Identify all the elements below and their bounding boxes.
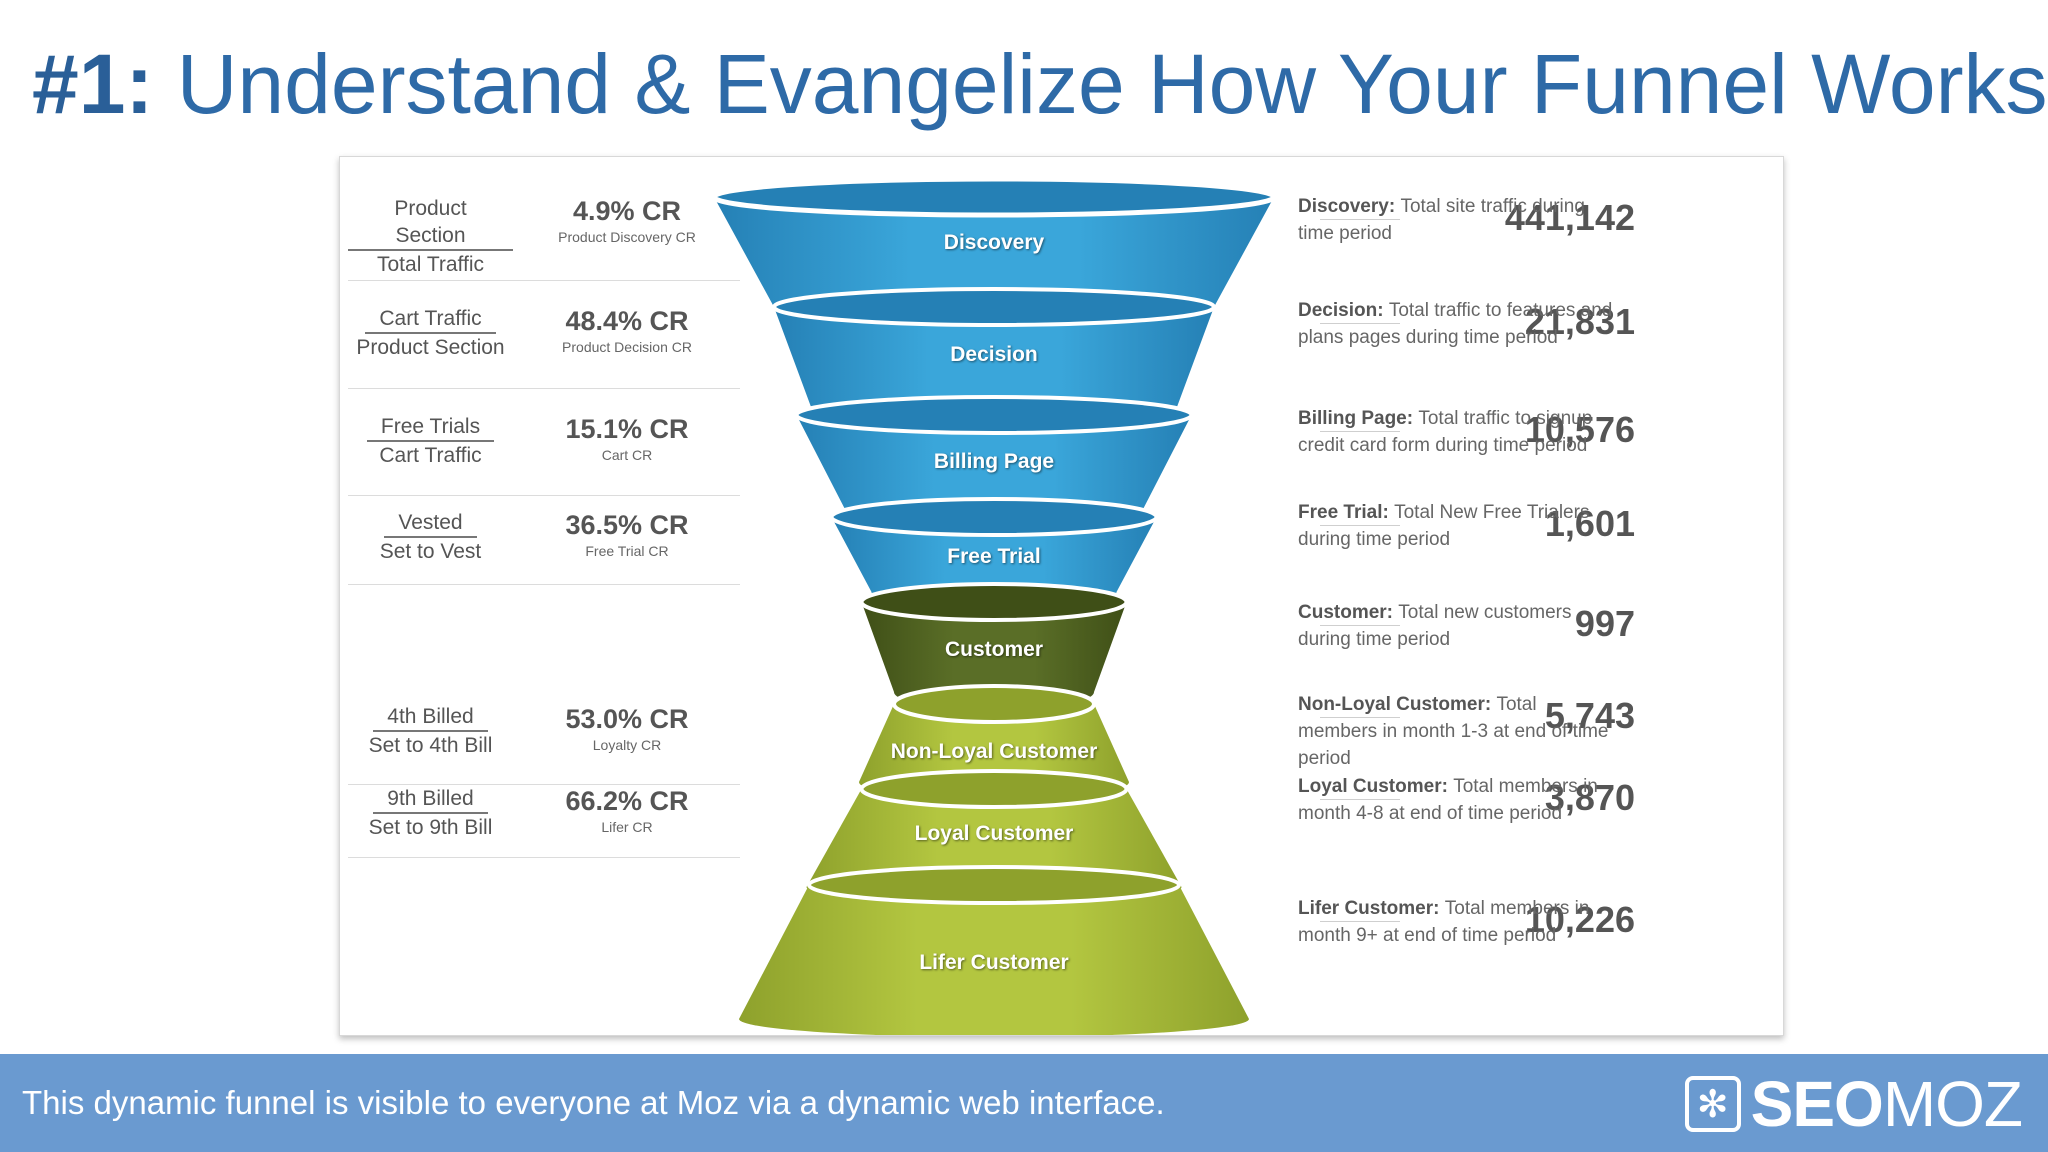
stage-description: Lifer Customer: Total members in month 9… (1298, 898, 1590, 946)
leader-line (1320, 525, 1400, 526)
stage-description: Loyal Customer: Total members in month 4… (1298, 776, 1598, 824)
slide-title: #1: Understand & Evangelize How Your Fun… (32, 34, 2048, 134)
stage-count: 10,226 (1524, 899, 1635, 940)
ratio-numerator: Vested (384, 509, 477, 538)
conversion-rate: 48.4% CR Product Decision CR (518, 305, 736, 357)
title-text: Understand & Evangelize How Your Funnel … (176, 37, 2048, 131)
ratio-numerator: 9th Billed (373, 785, 488, 814)
ratio-label: Free Trials Cart Traffic (348, 413, 513, 469)
leader-line (1320, 431, 1400, 432)
stage-description: Billing Page: Total traffic to signup cr… (1298, 408, 1593, 456)
leader-line (1320, 921, 1400, 922)
funnel-panel: Discovery Decision Billing Page Free Trial C… (339, 156, 1784, 1036)
conversion-rate: 4.9% CR Product Discovery CR (518, 195, 736, 247)
funnel-stage-label: Lifer Customer (919, 951, 1068, 974)
funnel-section-rim (794, 395, 1194, 435)
cr-value: 53.0% CR (565, 704, 689, 734)
cr-label: Product Decision CR (562, 339, 692, 355)
stage-count: 997 (1574, 603, 1635, 644)
leader-line (1320, 717, 1400, 718)
cr-value: 4.9% CR (572, 196, 682, 226)
cr-value: 66.2% CR (565, 786, 689, 816)
cr-value: 48.4% CR (565, 306, 689, 336)
stage-count: 10,576 (1524, 409, 1635, 450)
row-divider (348, 280, 740, 281)
conversion-rate: 36.5% CR Free Trial CR (518, 509, 736, 561)
funnel-section-rim (807, 865, 1181, 905)
logo-wordmark: SEOMOZ (1750, 1068, 2023, 1140)
ratio-denominator: Cart Traffic (379, 444, 482, 467)
cr-value: 36.5% CR (565, 510, 689, 540)
conversion-rate: 66.2% CR Lifer CR (518, 785, 736, 837)
cr-value: 15.1% CR (565, 414, 689, 444)
title-prefix: #1: (32, 37, 154, 131)
ratio-label: Cart Traffic Product Section (348, 305, 513, 361)
funnel-section-rim (829, 497, 1159, 537)
ratio-label: Product Section Total Traffic (348, 195, 513, 278)
stage-count: 21,831 (1524, 301, 1635, 342)
ratio-numerator: Free Trials (366, 413, 495, 442)
stage-count: 1,601 (1544, 503, 1635, 544)
ratio-label: Vested Set to Vest (348, 509, 513, 565)
row-divider (348, 495, 740, 496)
stage-description: Customer: Total new customers during tim… (1298, 602, 1572, 650)
leader-line (1320, 219, 1400, 220)
conversion-rate: 53.0% CR Loyalty CR (518, 703, 736, 755)
leader-line (1320, 323, 1400, 324)
ratio-numerator: Product Section (348, 195, 513, 251)
funnel-stage-label: Non-Loyal Customer (891, 740, 1098, 763)
funnel-stage-label: Customer (945, 638, 1043, 661)
ratio-denominator: Set to 9th Bill (368, 816, 493, 839)
row-divider (348, 784, 740, 785)
funnel-section-body (739, 885, 1249, 1035)
seomoz-logo: ✻ SEOMOZ (1684, 1068, 2023, 1140)
funnel-section-customer: Customer (859, 582, 1129, 710)
cr-label: Free Trial CR (585, 543, 669, 559)
funnel-stage-label: Loyal Customer (915, 822, 1074, 845)
stage-count: 5,743 (1544, 695, 1635, 736)
row-divider (348, 857, 740, 858)
funnel-stage-label: Decision (950, 343, 1038, 366)
row-divider (348, 584, 740, 585)
stage-description: Free Trial: Total New Free Trialers duri… (1298, 502, 1590, 550)
ratio-denominator: Set to 4th Bill (368, 734, 493, 757)
stage-count: 441,142 (1504, 197, 1635, 238)
stage-count: 3,870 (1544, 777, 1635, 818)
funnel-section-rim (711, 176, 1277, 218)
ratio-label: 4th Billed Set to 4th Bill (348, 703, 513, 759)
leader-line (1320, 799, 1400, 800)
cr-label: Lifer CR (601, 819, 653, 835)
funnel-section-rim (859, 769, 1129, 809)
funnel-stage-label: Free Trial (947, 545, 1040, 568)
funnel-graphic: Discovery Decision Billing Page Free Trial C… (711, 176, 1277, 1035)
leader-line (1320, 625, 1400, 626)
funnel-section-rim (859, 582, 1129, 622)
footer-bar: This dynamic funnel is visible to everyo… (0, 1054, 2048, 1152)
ratio-numerator: Cart Traffic (365, 305, 496, 334)
funnel-section-rim (892, 684, 1096, 724)
cr-label: Loyalty CR (592, 737, 662, 753)
stage-description: Non-Loyal Customer: Total members in mon… (1298, 694, 1609, 769)
funnel-section-body (861, 602, 1127, 710)
gear-icon: ✻ (1684, 1076, 1741, 1132)
stage-description: Discovery: Total site traffic during tim… (1298, 196, 1585, 244)
row-divider (348, 388, 740, 389)
funnel-section-lifer-customer: Lifer Customer (739, 865, 1249, 1035)
funnel-stage-label: Discovery (944, 231, 1045, 254)
cr-label: Product Discovery CR (558, 229, 696, 245)
ratio-denominator: Total Traffic (377, 253, 484, 276)
ratio-denominator: Set to Vest (379, 540, 482, 563)
cr-label: Cart CR (601, 447, 653, 463)
ratio-denominator: Product Section (356, 336, 505, 359)
stage-description: Decision: Total traffic to features and … (1298, 300, 1613, 348)
funnel-stage-label: Billing Page (934, 450, 1054, 473)
ratio-label: 9th Billed Set to 9th Bill (348, 785, 513, 841)
conversion-rate: 15.1% CR Cart CR (518, 413, 736, 465)
funnel-section-rim (772, 287, 1216, 327)
footer-text: This dynamic funnel is visible to everyo… (22, 1084, 1165, 1121)
ratio-numerator: 4th Billed (373, 703, 488, 732)
